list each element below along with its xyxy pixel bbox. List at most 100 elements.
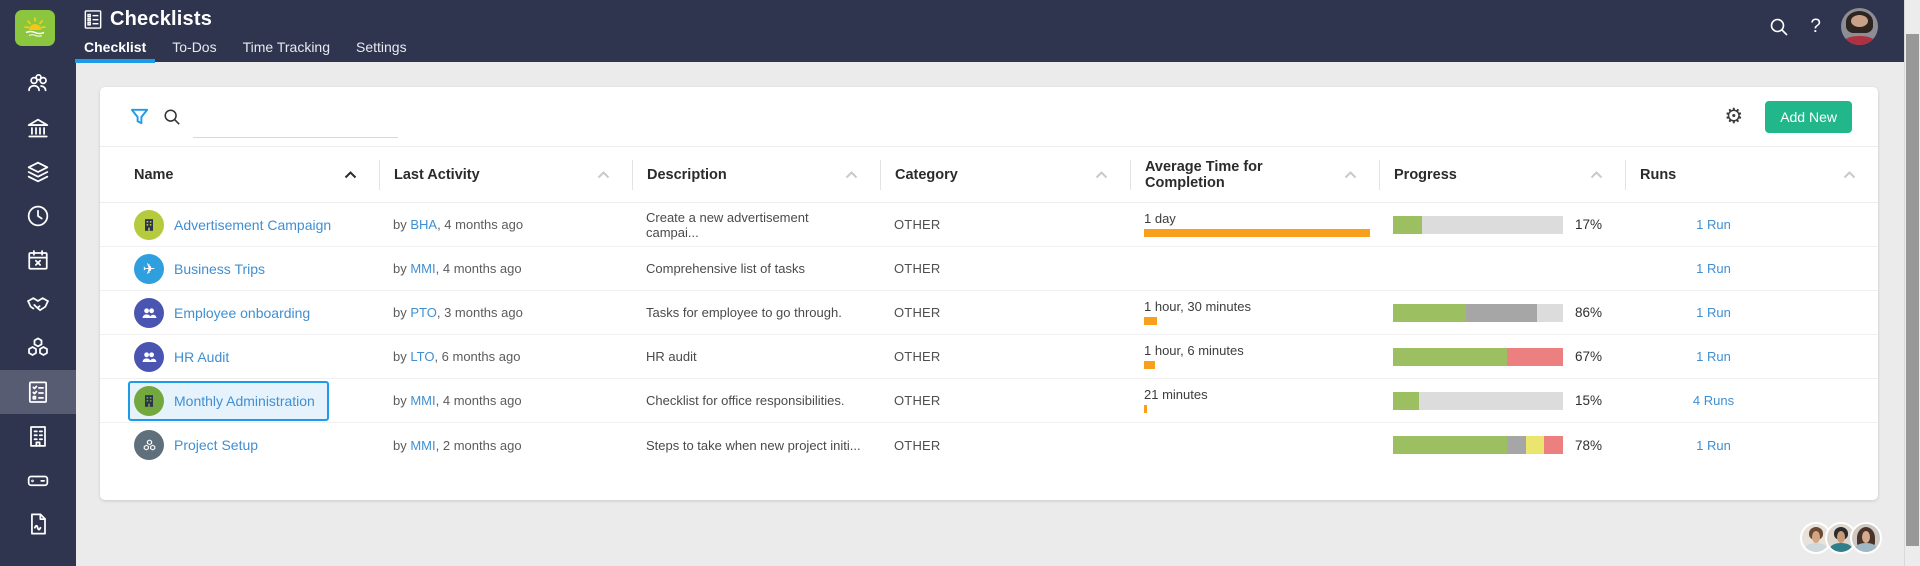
runs-link[interactable]: 1 Run <box>1696 437 1731 453</box>
sidebar-item-people[interactable] <box>0 62 76 106</box>
sort-icon[interactable] <box>1095 170 1108 179</box>
sidebar <box>0 62 76 566</box>
sidebar-item-time[interactable] <box>0 194 76 238</box>
tab-checklist[interactable]: Checklist <box>74 39 156 63</box>
sidebar-item-checklists[interactable] <box>0 370 76 414</box>
page-title: Checklists <box>110 7 213 30</box>
user-link[interactable]: MMI <box>410 393 436 408</box>
user-presence-avatar[interactable] <box>1850 522 1882 554</box>
tab-settings[interactable]: Settings <box>356 39 407 55</box>
clock-icon <box>27 205 49 227</box>
category-text: OTHER <box>894 217 941 232</box>
progress-bar <box>1393 436 1563 454</box>
search-icon[interactable] <box>1768 16 1790 38</box>
checklist-name-link[interactable]: Employee onboarding <box>174 304 311 321</box>
user-link[interactable]: MMI <box>410 261 436 276</box>
tab-to-dos[interactable]: To-Dos <box>172 39 217 55</box>
help-icon[interactable]: ? <box>1810 15 1821 37</box>
avg-time-bar <box>1144 361 1155 369</box>
main-content: ⚙ Add New Name Last Activity Des <box>76 62 1904 566</box>
column-header-last-activity[interactable]: Last Activity <box>379 159 632 190</box>
column-header-progress[interactable]: Progress <box>1379 159 1625 190</box>
category-text: OTHER <box>894 393 941 408</box>
checklist-name-link[interactable]: HR Audit <box>174 348 230 365</box>
progress-bar <box>1393 347 1563 366</box>
app-logo[interactable] <box>15 10 55 46</box>
people-icon <box>28 74 47 92</box>
avg-time-text <box>1144 438 1363 452</box>
sidebar-item-bank[interactable] <box>0 106 76 150</box>
table-row[interactable]: Employee onboarding by PTO, 3 months ago… <box>100 291 1878 335</box>
column-header-name[interactable]: Name <box>134 160 379 190</box>
sort-icon[interactable] <box>845 170 858 179</box>
runs-link[interactable]: 1 Run <box>1696 261 1731 276</box>
checklist-card: ⚙ Add New Name Last Activity Des <box>100 87 1878 500</box>
column-header-category[interactable]: Category <box>880 159 1130 190</box>
column-header-avg-time[interactable]: Average Time for Completion <box>1130 159 1379 191</box>
scrollbar-thumb[interactable] <box>1906 34 1919 546</box>
progress-bar <box>1393 391 1563 410</box>
vertical-scrollbar[interactable] <box>1904 0 1920 566</box>
sidebar-item-company[interactable] <box>0 414 76 458</box>
tab-time-tracking[interactable]: Time Tracking <box>242 39 330 55</box>
sunrise-icon <box>24 17 46 37</box>
user-link[interactable]: BHA <box>410 217 438 232</box>
progress-bar <box>1393 215 1563 234</box>
airplane-icon: ✈ <box>134 253 164 284</box>
table-toolbar: ⚙ Add New <box>100 87 1878 147</box>
sidebar-item-layers[interactable] <box>0 150 76 194</box>
avg-time-text: 1 hour, 30 minutes <box>1144 299 1251 314</box>
people-icon <box>134 297 164 328</box>
runs-link[interactable]: 4 Runs <box>1692 393 1735 408</box>
runs-link[interactable]: 1 Run <box>1696 349 1731 364</box>
sidebar-item-deals[interactable] <box>0 282 76 326</box>
table-row[interactable]: ✈ Business Trips by MMI, 4 months ago Co… <box>100 247 1878 291</box>
progress-percent: 78% <box>1575 437 1603 453</box>
drive-icon <box>27 475 49 487</box>
sidebar-item-storage[interactable] <box>0 458 76 502</box>
user-link[interactable]: LTO <box>410 349 435 364</box>
sort-icon[interactable] <box>1843 170 1856 179</box>
checklist-name-link[interactable]: Advertisement Campaign <box>174 216 332 233</box>
avg-time-text: 1 hour, 6 minutes <box>1144 343 1244 358</box>
runs-link[interactable]: 1 Run <box>1696 305 1731 320</box>
layers-icon <box>27 161 49 183</box>
sort-asc-icon[interactable] <box>344 170 357 179</box>
avatar-image <box>1841 8 1878 45</box>
bank-icon <box>27 118 49 138</box>
description-text: Steps to take when new project initi... <box>646 437 861 453</box>
office-building-icon <box>134 209 164 240</box>
description-text: Comprehensive list of tasks <box>646 261 805 276</box>
user-link[interactable]: MMI <box>410 437 436 453</box>
category-text: OTHER <box>894 349 941 364</box>
sidebar-item-assets[interactable] <box>0 326 76 370</box>
avg-time-bar <box>1144 405 1147 413</box>
table-row-selected[interactable]: Monthly Administration by MMI, 4 months … <box>100 379 1878 423</box>
column-header-description[interactable]: Description <box>632 159 880 190</box>
sort-icon[interactable] <box>1590 170 1603 179</box>
table-row[interactable]: Advertisement Campaign by BHA, 4 months … <box>100 203 1878 247</box>
user-avatar[interactable] <box>1841 8 1878 45</box>
user-link[interactable]: PTO <box>410 305 437 320</box>
search-input[interactable] <box>193 112 398 138</box>
description-text: HR audit <box>646 349 697 364</box>
sort-icon[interactable] <box>597 170 610 179</box>
runs-link[interactable]: 1 Run <box>1696 217 1731 232</box>
tab-bar: Checklist To-Dos Time Tracking Settings <box>74 39 407 63</box>
sidebar-item-calendar[interactable] <box>0 238 76 282</box>
column-header-runs[interactable]: Runs <box>1625 159 1878 190</box>
sidebar-item-reports[interactable] <box>0 502 76 546</box>
filter-icon[interactable] <box>130 107 149 126</box>
table-row[interactable]: HR Audit by LTO, 6 months ago HR audit O… <box>100 335 1878 379</box>
checklist-name-link[interactable]: Project Setup <box>174 437 259 453</box>
table-search-icon[interactable] <box>163 108 181 126</box>
description-text: Create a new advertisement campai... <box>646 209 809 240</box>
add-new-button[interactable]: Add New <box>1765 100 1852 133</box>
table-row[interactable]: Project Setup by MMI, 2 months ago Steps… <box>100 423 1878 467</box>
checklist-name-link[interactable]: Monthly Administration <box>174 392 315 409</box>
description-text: Tasks for employee to go through. <box>646 305 842 320</box>
checklist-name-link[interactable]: Business Trips <box>174 260 266 277</box>
sort-icon[interactable] <box>1344 170 1357 179</box>
selected-checklist-box[interactable]: Monthly Administration <box>128 380 329 421</box>
gear-icon[interactable]: ⚙ <box>1724 105 1744 128</box>
